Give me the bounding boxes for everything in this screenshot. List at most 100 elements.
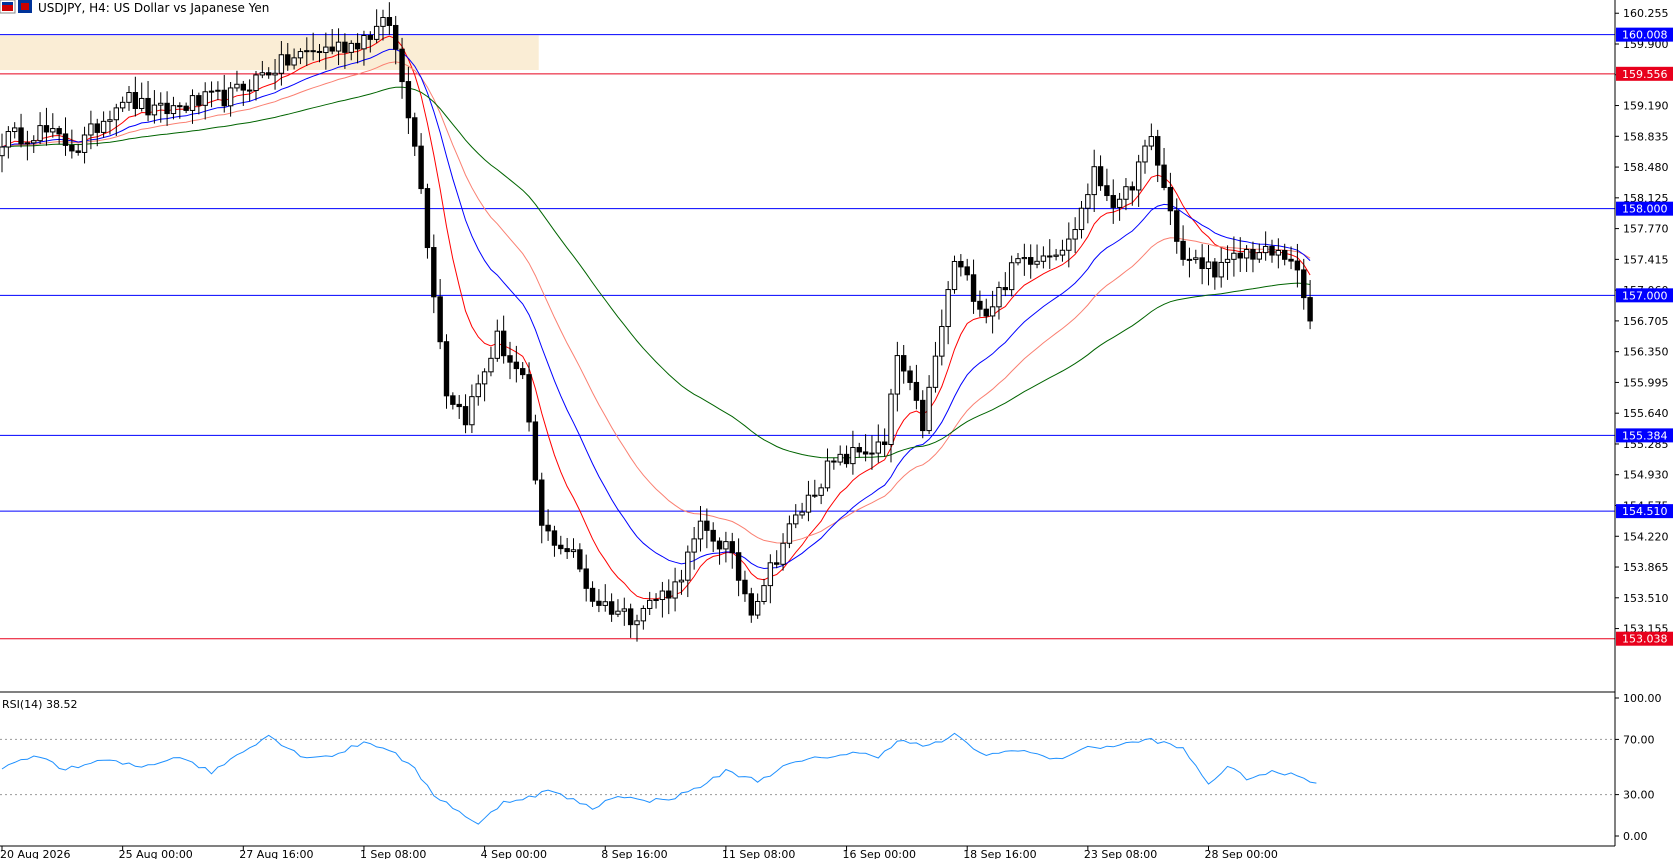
candle[interactable] [894,341,901,412]
candle[interactable] [735,538,742,597]
candle[interactable] [653,593,659,609]
candle[interactable] [380,9,386,41]
candle[interactable] [1193,249,1199,264]
candle[interactable] [1167,172,1174,225]
candle[interactable] [348,40,354,61]
candle[interactable] [551,525,558,557]
candle[interactable] [1059,239,1066,262]
candle[interactable] [469,384,475,434]
candle[interactable] [583,554,589,602]
price-level-tag[interactable]: 154.510 [1616,504,1673,518]
candle[interactable] [1180,225,1186,266]
candle[interactable] [240,80,247,106]
candle[interactable] [488,346,494,377]
candle[interactable] [412,112,418,157]
candle[interactable] [520,362,526,380]
candle[interactable] [1301,258,1307,310]
candle[interactable] [450,392,456,410]
price-level-tag[interactable]: 158.000 [1616,201,1673,216]
candle[interactable] [818,483,824,505]
candle[interactable] [691,527,697,570]
candle[interactable] [456,395,462,419]
candle[interactable] [31,135,37,153]
candle[interactable] [1008,255,1015,297]
candle[interactable] [1053,248,1059,261]
candle[interactable] [824,448,831,492]
candle[interactable] [75,143,81,156]
candle[interactable] [920,390,926,439]
candle[interactable] [545,509,551,541]
candle[interactable] [837,445,843,466]
candle[interactable] [500,315,507,364]
candle[interactable] [221,74,227,113]
candle[interactable] [532,414,539,485]
candle[interactable] [5,126,12,159]
candle[interactable] [494,319,501,362]
candle[interactable] [1256,243,1262,263]
candle[interactable] [393,15,399,65]
candle[interactable] [24,130,31,161]
candle[interactable] [329,28,335,55]
candle[interactable] [151,90,158,124]
candle[interactable] [805,480,812,522]
candle[interactable] [932,341,939,393]
candle[interactable] [1275,238,1282,269]
candle[interactable] [1078,200,1085,239]
candle[interactable] [596,589,602,613]
candle[interactable] [1072,217,1078,254]
candle[interactable] [685,545,691,598]
candle[interactable] [1262,231,1269,261]
candle[interactable] [107,110,113,135]
candle[interactable] [361,30,367,66]
candle[interactable] [577,543,583,573]
price-level-tag[interactable]: 155.384 [1616,428,1673,443]
candle[interactable] [196,92,202,115]
candle[interactable] [69,129,75,159]
candle[interactable] [291,48,297,70]
candle[interactable] [1097,155,1104,191]
candle[interactable] [640,605,647,630]
candle[interactable] [977,290,983,317]
candle[interactable] [1123,178,1129,211]
candle[interactable] [316,43,323,63]
candle[interactable] [18,113,24,148]
candle[interactable] [1047,239,1053,269]
candle[interactable] [602,584,608,612]
candle[interactable] [202,82,208,120]
candle[interactable] [1294,243,1301,288]
candle[interactable] [278,41,285,86]
candle[interactable] [507,341,513,380]
candle[interactable] [50,113,56,138]
candle[interactable] [100,111,107,138]
candle[interactable] [119,96,126,112]
candle[interactable] [666,579,672,615]
candle[interactable] [1142,139,1148,174]
candle[interactable] [158,92,164,123]
candle[interactable] [958,254,964,277]
candle[interactable] [113,103,119,137]
candle[interactable] [1224,245,1231,280]
candle[interactable] [526,362,532,432]
candle[interactable] [888,388,894,463]
candle[interactable] [297,48,304,65]
candle[interactable] [373,9,380,44]
candle[interactable] [310,32,316,61]
candle[interactable] [621,597,627,626]
candle[interactable] [1129,181,1135,206]
candle[interactable] [88,110,94,150]
candle[interactable] [875,424,881,463]
candle[interactable] [1085,183,1091,224]
candle[interactable] [272,59,278,90]
candle[interactable] [1091,149,1097,212]
candle[interactable] [215,81,221,101]
candle[interactable] [431,234,437,314]
candle[interactable] [183,102,189,114]
candle[interactable] [539,472,545,544]
candle[interactable] [266,67,272,79]
candle[interactable] [1034,244,1040,269]
candle[interactable] [1243,245,1250,272]
candle[interactable] [1205,245,1212,286]
candle[interactable] [812,479,818,499]
candle[interactable] [786,515,793,549]
candle[interactable] [672,567,678,612]
